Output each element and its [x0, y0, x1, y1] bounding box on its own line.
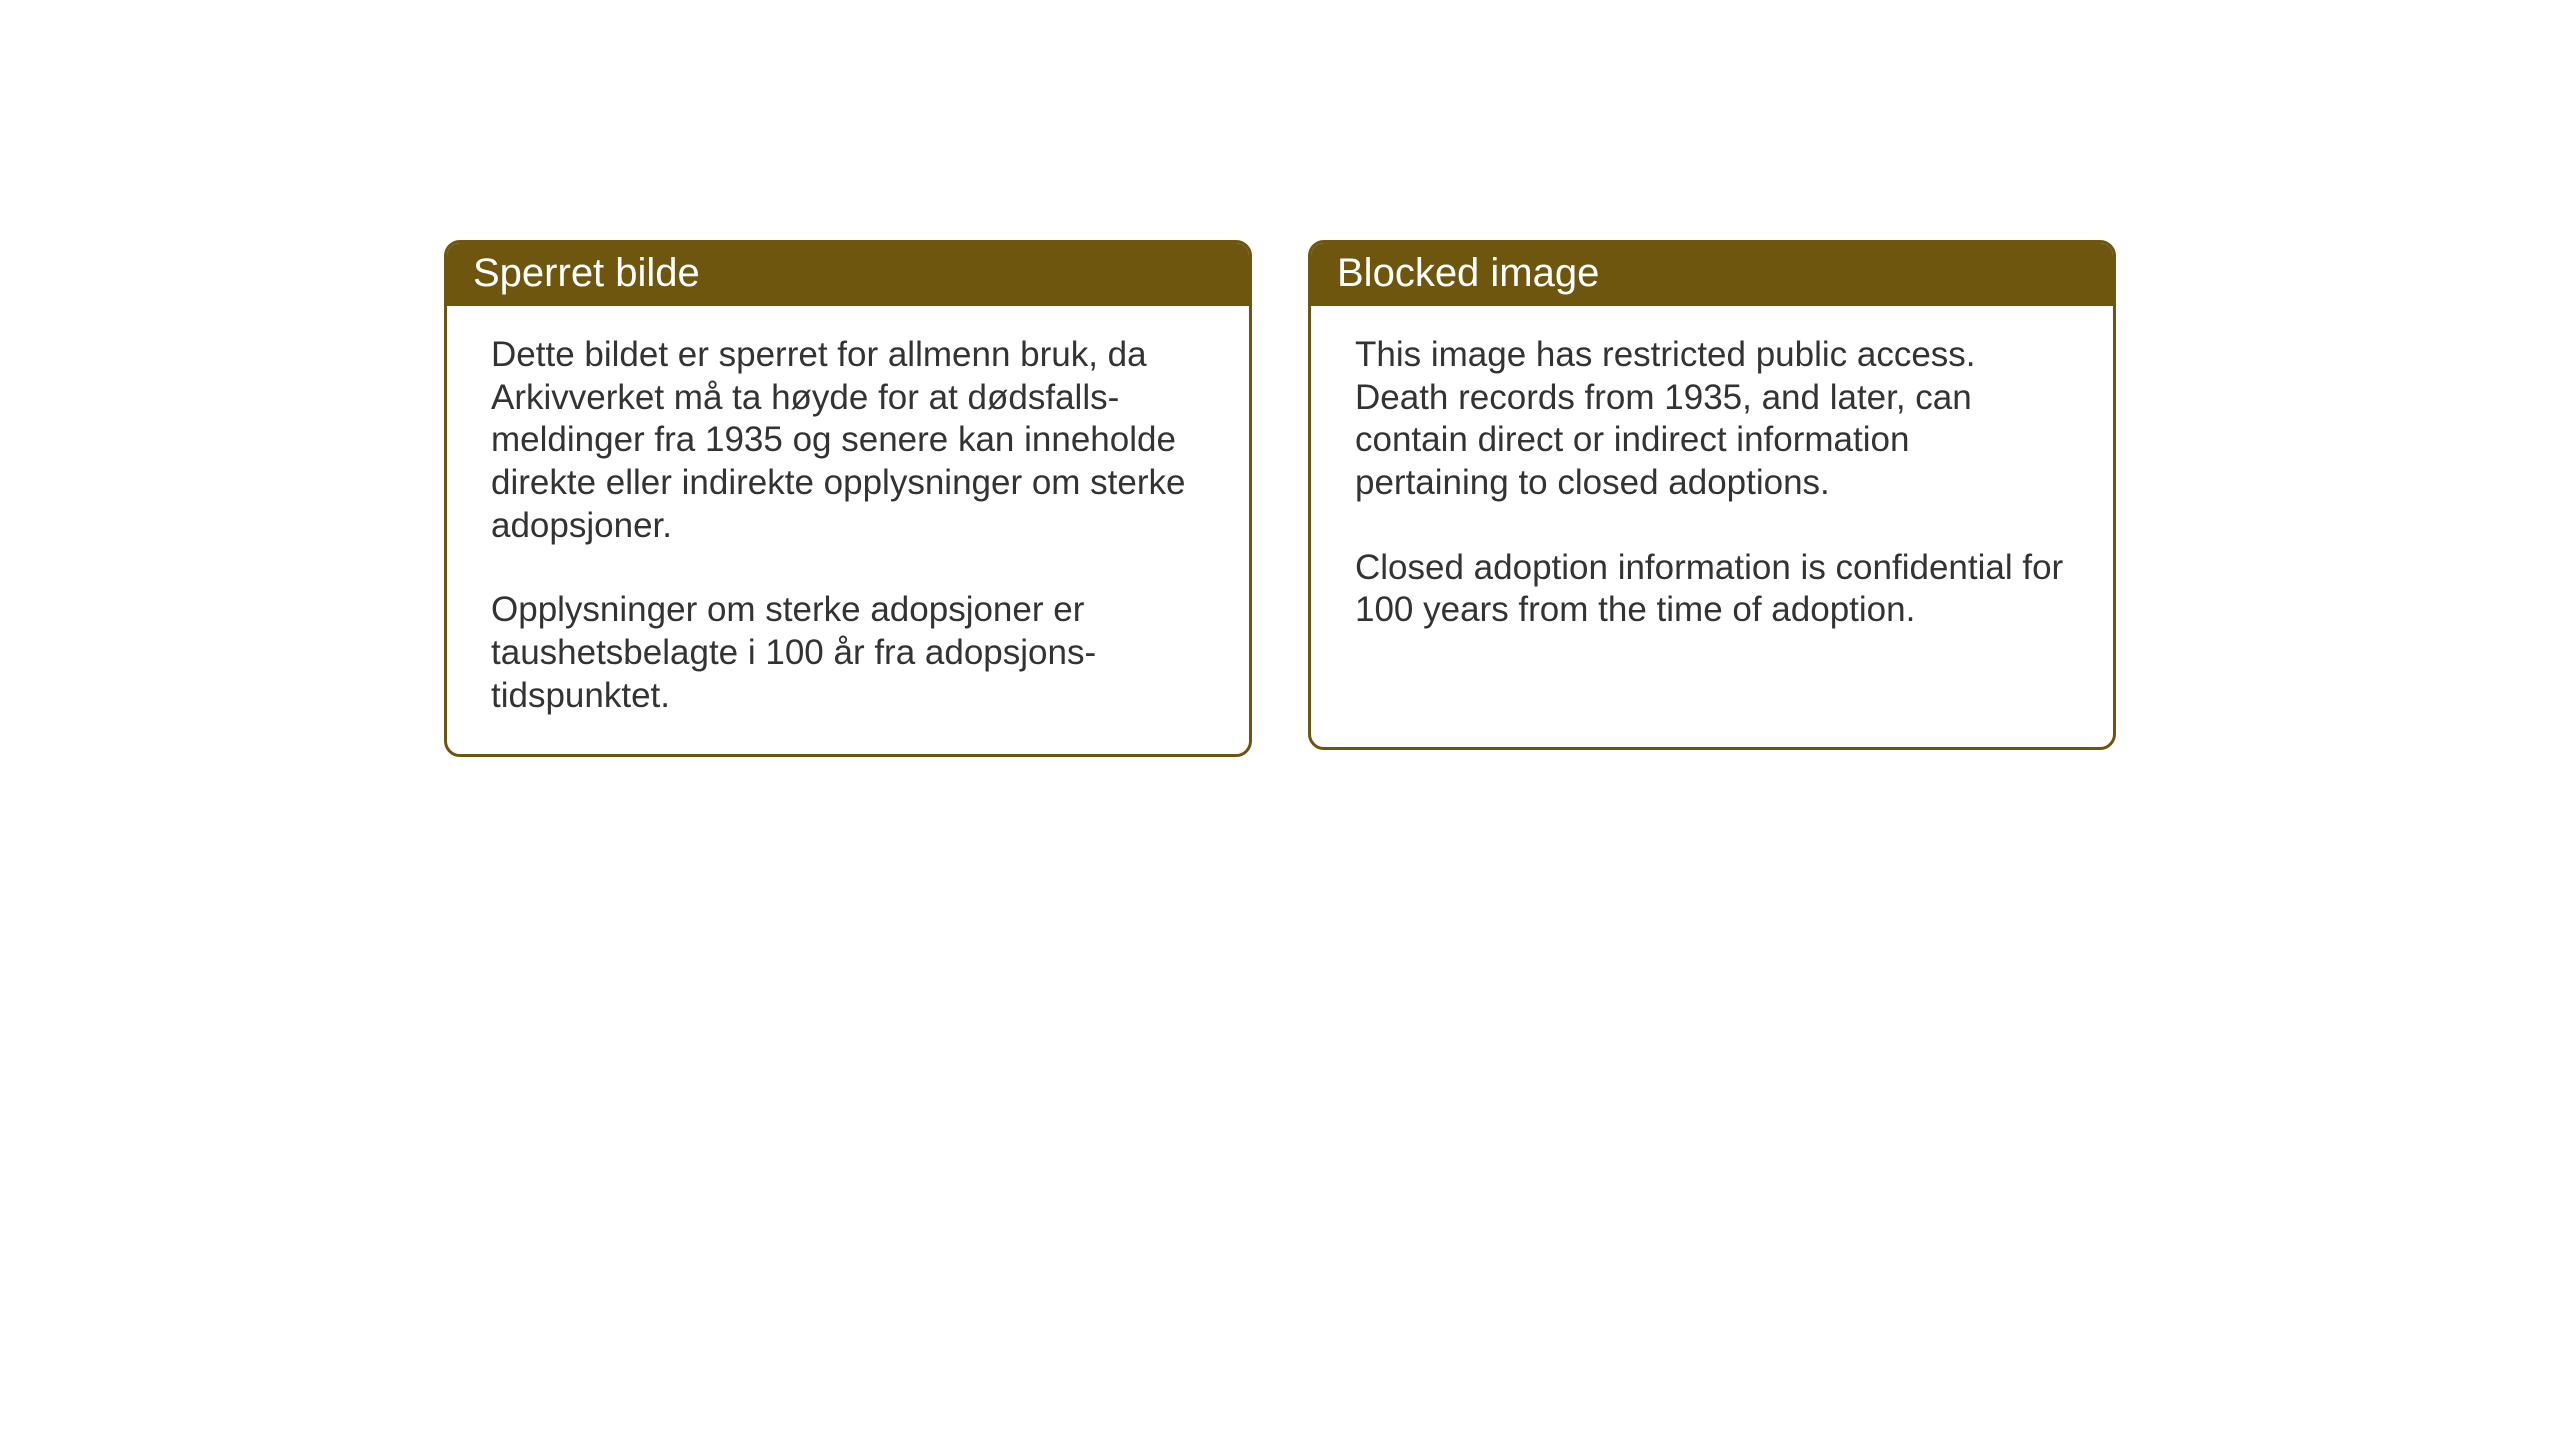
notice-card-norwegian: Sperret bilde Dette bildet er sperret fo… [444, 240, 1252, 757]
notice-header-english: Blocked image [1311, 243, 2113, 306]
notice-body-english: This image has restricted public access.… [1311, 306, 2113, 668]
notice-card-english: Blocked image This image has restricted … [1308, 240, 2116, 750]
notice-paragraph-2-norwegian: Opplysninger om sterke adopsjoner er tau… [491, 589, 1205, 717]
notice-body-norwegian: Dette bildet er sperret for allmenn bruk… [447, 306, 1249, 754]
notice-cards-container: Sperret bilde Dette bildet er sperret fo… [444, 240, 2116, 757]
notice-paragraph-1-norwegian: Dette bildet er sperret for allmenn bruk… [491, 334, 1205, 547]
notice-header-norwegian: Sperret bilde [447, 243, 1249, 306]
notice-paragraph-2-english: Closed adoption information is confident… [1355, 547, 2069, 632]
notice-paragraph-1-english: This image has restricted public access.… [1355, 334, 2069, 505]
